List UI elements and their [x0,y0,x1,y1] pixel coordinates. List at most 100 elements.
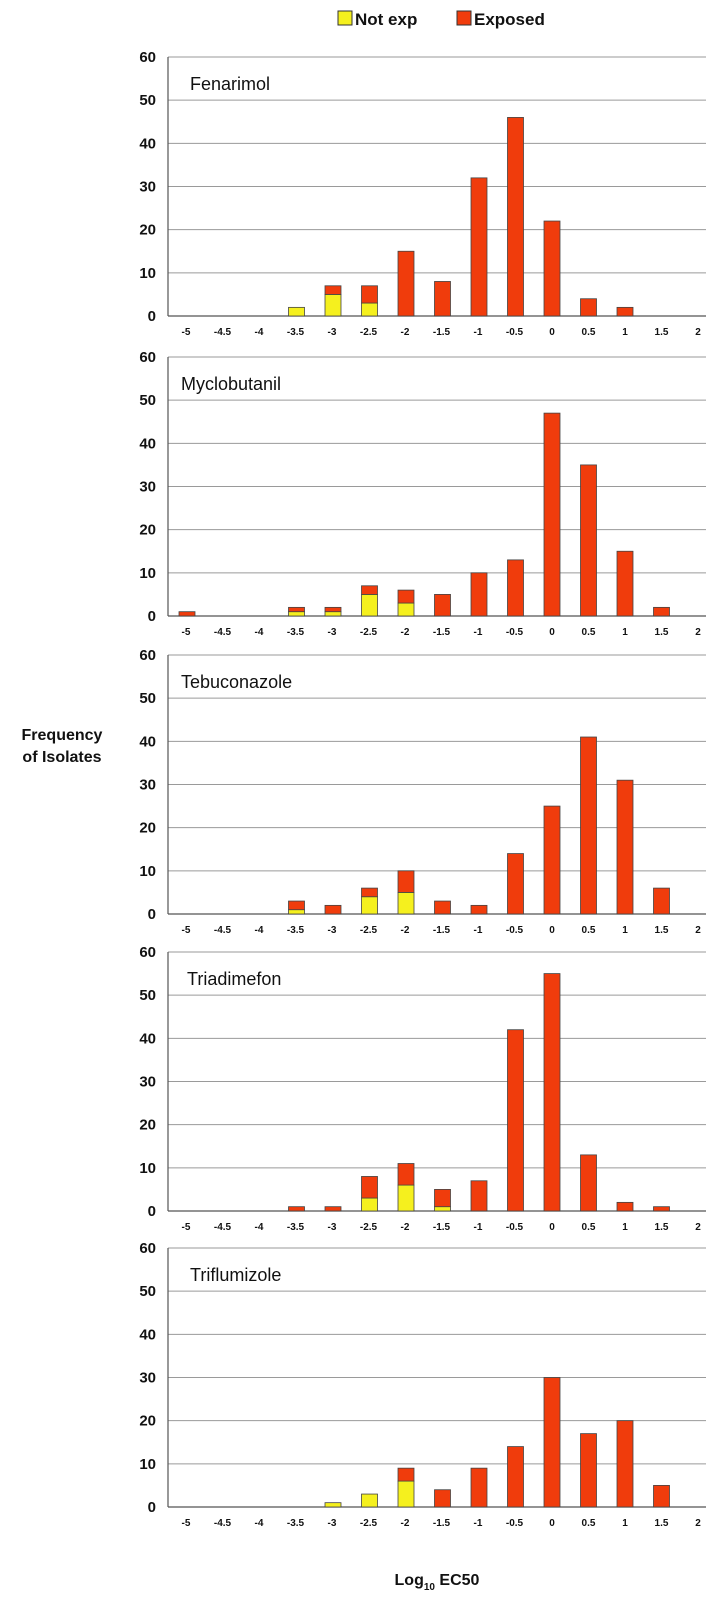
y-tick-label: 10 [139,863,156,880]
legend-swatch-not-exp [337,10,353,26]
x-tick-label: -4 [255,1222,264,1233]
bar-not-exp [324,611,342,617]
x-tick-label: -5 [182,925,191,936]
bar-exposed [653,1485,670,1508]
x-tick-label: -0.5 [506,925,524,936]
panel-title: Fenarimol [190,74,270,94]
y-tick-label: 10 [139,565,156,582]
panel-title: Myclobutanil [181,374,281,394]
bar-exposed [288,606,305,613]
bar-exposed [507,559,524,617]
y-tick-label: 20 [139,222,156,239]
bar-exposed [580,736,597,915]
y-tick-label: 30 [139,479,156,496]
x-tick-label: -1 [474,1222,483,1233]
x-tick-label: 2 [695,1518,701,1529]
y-tick-label: 60 [139,349,156,366]
x-tick-label: -2 [401,1518,410,1529]
y-tick-label: 20 [139,522,156,539]
bar-exposed [324,285,342,295]
bar-exposed [178,611,196,617]
x-tick-label: -3 [328,1222,337,1233]
x-tick-label: 1 [622,925,628,936]
bar-not-exp [434,1206,451,1212]
x-tick-label: -4.5 [214,1222,232,1233]
bar-not-exp [361,302,378,317]
y-tick-label: 50 [139,1283,156,1300]
x-tick-label: 1.5 [655,627,669,638]
x-tick-label: -3.5 [287,1518,305,1529]
y-tick-label: 30 [139,1074,156,1091]
x-tick-label: 0 [549,327,555,338]
x-tick-label: -1.5 [433,1518,451,1529]
y-tick-label: 40 [139,135,156,152]
bar-exposed [616,1420,634,1508]
bar-exposed [434,281,451,317]
x-tick-label: 2 [695,1222,701,1233]
bar-not-exp [324,1502,342,1508]
panel-title: Triadimefon [187,969,281,989]
x-tick-label: -4.5 [214,1518,232,1529]
x-tick-label: 1.5 [655,925,669,936]
x-tick-label: -0.5 [506,327,524,338]
bar-not-exp [361,1493,378,1508]
x-tick-label: -1 [474,925,483,936]
x-tick-label: -2.5 [360,925,378,936]
x-tick-label: -1.5 [433,925,451,936]
bar-exposed [324,1206,342,1212]
bar-exposed [470,1467,488,1508]
y-tick-label: 0 [148,308,156,325]
panel-title: Tebuconazole [181,672,292,692]
bar-exposed [470,904,488,915]
x-tick-label: 1 [622,1222,628,1233]
x-tick-label: 2 [695,327,701,338]
bar-exposed [434,1489,451,1508]
bar-exposed [397,1163,415,1186]
panel-title: Triflumizole [190,1265,281,1285]
x-tick-label: -3.5 [287,627,305,638]
x-tick-label: 2 [695,627,701,638]
bar-exposed [543,220,561,317]
bar-exposed [580,464,597,617]
bar-exposed [507,1446,524,1508]
x-tick-label: -4 [255,327,264,338]
x-tick-label: -2 [401,1222,410,1233]
bar-exposed [397,589,415,604]
bar-exposed [397,870,415,893]
x-tick-label: 1 [622,1518,628,1529]
bar-exposed [580,298,597,317]
bar-not-exp [397,1184,415,1212]
legend-label-not-exp: Not exp [355,10,417,29]
bar-exposed [434,1189,451,1208]
x-axis-label-subscript: 10 [424,1582,436,1593]
x-tick-label: -3.5 [287,925,305,936]
bar-not-exp [361,594,378,617]
y-tick-label: 0 [148,1203,156,1220]
x-tick-label: 2 [695,925,701,936]
y-tick-label: 40 [139,1326,156,1343]
x-tick-label: 0.5 [582,1222,596,1233]
bar-exposed [361,285,378,304]
x-tick-label: 0.5 [582,1518,596,1529]
bar-exposed [361,1176,378,1199]
bar-exposed [288,1206,305,1212]
bar-not-exp [361,1197,378,1212]
x-axis-label-rest: EC50 [435,1572,480,1589]
x-tick-label: -3.5 [287,327,305,338]
bar-exposed [616,306,634,317]
y-tick-label: 60 [139,944,156,961]
x-tick-label: -2 [401,627,410,638]
x-tick-label: -1.5 [433,627,451,638]
bar-exposed [470,177,488,317]
bar-exposed [616,550,634,617]
y-tick-label: 20 [139,1413,156,1430]
x-tick-label: -4.5 [214,925,232,936]
x-tick-label: -0.5 [506,1518,524,1529]
x-tick-label: -5 [182,627,191,638]
x-tick-label: -3.5 [287,1222,305,1233]
bar-exposed [361,585,378,595]
bar-exposed [653,1206,670,1212]
bar-exposed [470,572,488,617]
bar-exposed [507,117,524,317]
x-tick-label: -1 [474,327,483,338]
